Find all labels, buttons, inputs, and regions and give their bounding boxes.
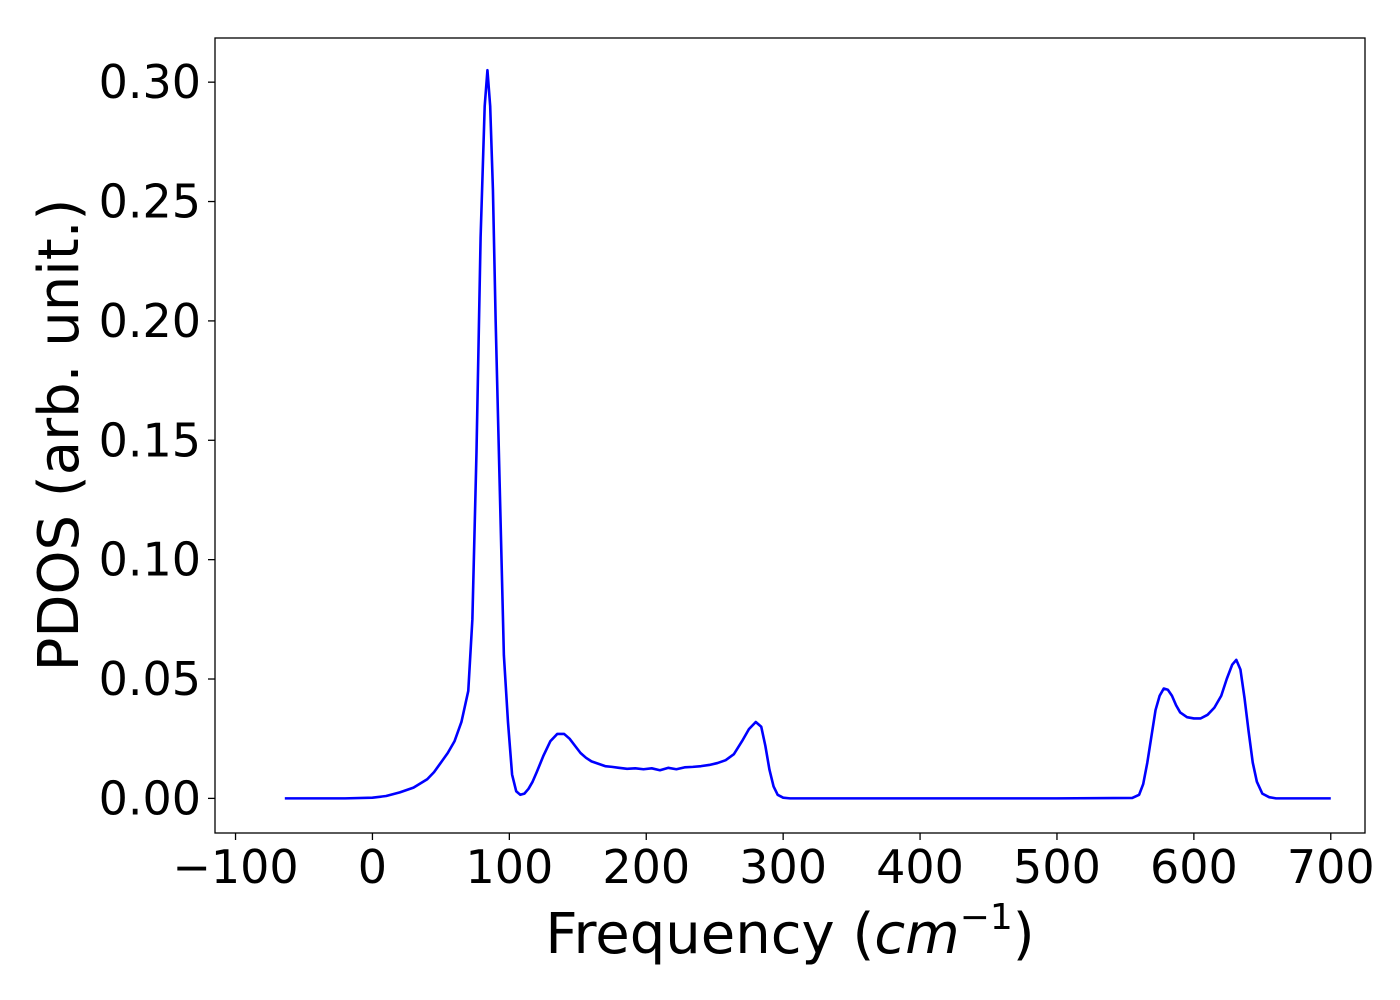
x-tick-label: 500: [1013, 840, 1101, 894]
x-axis-label-close: ): [1013, 902, 1035, 967]
y-tick-label: 0.00: [99, 771, 201, 825]
x-tick-label: 0: [358, 840, 387, 894]
x-tick-label: 200: [602, 840, 690, 894]
x-axis-ticks: −100 0 100 200 300 400 500 600 700: [172, 833, 1375, 894]
x-tick-label: 700: [1287, 840, 1375, 894]
series-line-0: [284, 68, 1331, 800]
x-tick-label: 600: [1150, 840, 1238, 894]
x-axis-label: Frequency (cm−1): [545, 897, 1034, 967]
x-tick-label: 100: [465, 840, 553, 894]
x-tick-label: 300: [739, 840, 827, 894]
x-axis-label-unit: cm: [874, 902, 959, 967]
x-axis-label-text: Frequency (: [545, 902, 874, 967]
y-axis-ticks: 0.00 0.05 0.10 0.15 0.20 0.25 0.30: [99, 55, 215, 825]
plot-area: [215, 38, 1365, 833]
y-tick-label: 0.25: [99, 175, 201, 229]
y-tick-label: 0.05: [99, 652, 201, 706]
y-tick-label: 0.15: [99, 413, 201, 467]
x-axis-label-exponent: −1: [960, 897, 1013, 938]
x-tick-label: −100: [172, 840, 298, 894]
y-tick-label: 0.10: [99, 533, 201, 587]
series-layer: [284, 68, 1331, 800]
y-tick-label: 0.20: [99, 294, 201, 348]
y-tick-label: 0.30: [99, 55, 201, 109]
x-tick-label: 400: [876, 840, 964, 894]
plot-frame: [214, 37, 1366, 834]
y-axis-label: PDOS (arb. unit.): [27, 199, 92, 672]
